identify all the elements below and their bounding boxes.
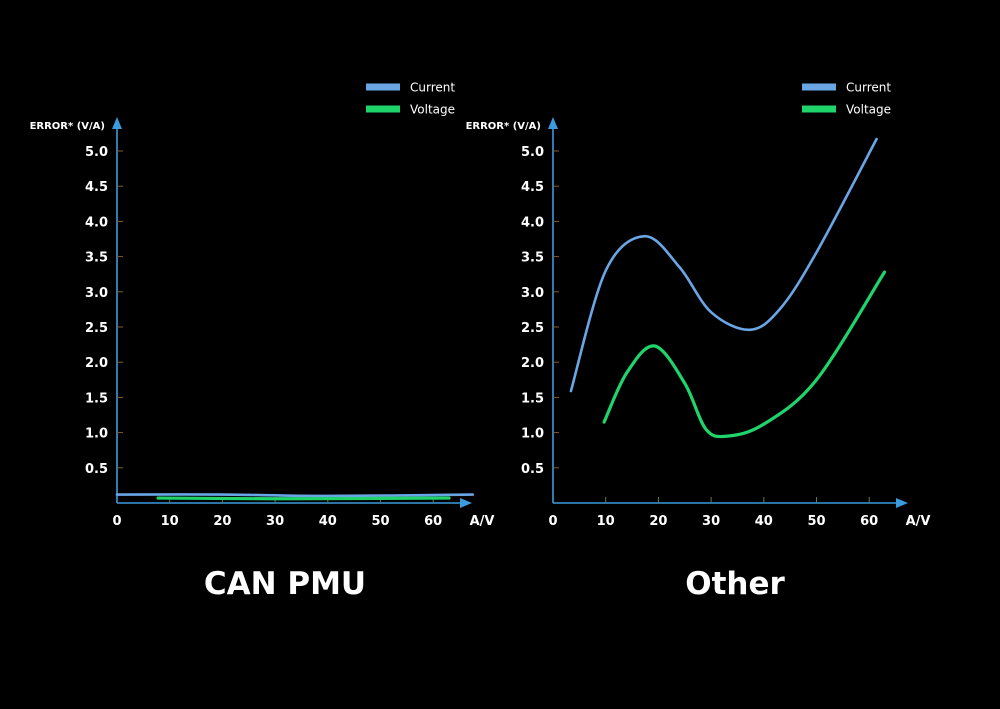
legend-label-current: Current xyxy=(846,81,891,95)
y-axis-arrow xyxy=(112,117,122,129)
y-axis-arrow xyxy=(548,117,558,129)
y-tick-label: 0.5 xyxy=(521,462,544,477)
chart-1: 0.5 1.0 1.5 2.0 2.5 3.0 3.5 4.0 4.5 5.0 0 10 20 30 40 5… xyxy=(466,81,931,530)
x-tick-label: 30 xyxy=(266,514,284,529)
y-tick-label: 3.0 xyxy=(85,286,108,301)
x-tick-label: 10 xyxy=(597,514,615,529)
y-tick-label: 2.5 xyxy=(521,321,544,336)
series-line-current xyxy=(115,493,475,498)
y-tick-label: 4.5 xyxy=(85,180,108,195)
legend-label-voltage: Voltage xyxy=(846,103,891,117)
x-axis-arrow xyxy=(896,498,908,508)
series-line-voltage xyxy=(602,270,887,439)
x-axis-arrow xyxy=(460,498,472,508)
y-axis-label: ERROR* (V/A) xyxy=(30,121,105,132)
y-tick-label: 4.0 xyxy=(85,215,108,230)
y-tick-label: 2.0 xyxy=(85,356,108,371)
x-tick-label: 10 xyxy=(161,514,179,529)
y-tick-label: 3.5 xyxy=(521,251,544,266)
y-tick-label: 5.0 xyxy=(85,145,108,160)
x-tick-label: 20 xyxy=(649,514,667,529)
x-tick-label: 40 xyxy=(755,514,773,529)
x-tick-label: 60 xyxy=(424,514,442,529)
legend-label-current: Current xyxy=(410,81,455,95)
x-axis-label: A/V xyxy=(470,514,495,529)
legend-label-voltage: Voltage xyxy=(410,103,455,117)
x-axis-label: A/V xyxy=(906,514,931,529)
legend-swatch-current xyxy=(802,83,836,91)
chart-0: 0.5 1.0 1.5 2.0 2.5 3.0 3.5 4.0 4.5 5.0 0 10 20 30 40 5… xyxy=(30,81,495,530)
y-tick-label: 2.0 xyxy=(521,356,544,371)
legend-swatch-voltage xyxy=(366,105,400,113)
y-tick-label: 1.5 xyxy=(85,391,108,406)
chart-title-can-pmu: CAN PMU xyxy=(203,566,367,602)
y-tick-label: 1.0 xyxy=(521,427,544,442)
x-tick-label: 0 xyxy=(112,514,121,529)
y-tick-label: 3.0 xyxy=(521,286,544,301)
legend-swatch-current xyxy=(366,83,400,91)
x-tick-label: 50 xyxy=(807,514,825,529)
y-tick-label: 1.5 xyxy=(521,391,544,406)
x-tick-label: 50 xyxy=(371,514,389,529)
y-tick-label: 2.5 xyxy=(85,321,108,336)
x-tick-label: 20 xyxy=(213,514,231,529)
legend-swatch-voltage xyxy=(802,105,836,113)
y-tick-label: 3.5 xyxy=(85,251,108,266)
series-line-voltage xyxy=(156,496,451,501)
x-tick-label: 40 xyxy=(319,514,337,529)
chart-title-other: Other xyxy=(685,566,785,602)
y-axis-label: ERROR* (V/A) xyxy=(466,121,541,132)
y-tick-label: 4.5 xyxy=(521,180,544,195)
x-tick-label: 30 xyxy=(702,514,720,529)
x-tick-label: 60 xyxy=(860,514,878,529)
series-line-current xyxy=(569,137,878,393)
x-tick-label: 0 xyxy=(548,514,557,529)
y-tick-label: 4.0 xyxy=(521,215,544,230)
y-tick-label: 0.5 xyxy=(85,462,108,477)
y-tick-label: 5.0 xyxy=(521,145,544,160)
y-tick-label: 1.0 xyxy=(85,427,108,442)
